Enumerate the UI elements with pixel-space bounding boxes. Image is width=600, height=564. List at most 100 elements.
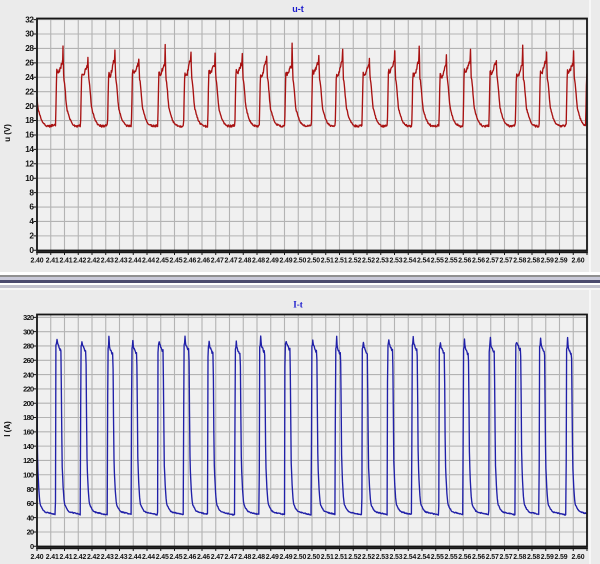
svg-text:2.41: 2.41 [46, 258, 59, 265]
svg-text:I (A): I (A) [3, 421, 12, 437]
svg-text:20: 20 [25, 102, 34, 111]
svg-text:2.60: 2.60 [571, 554, 584, 561]
svg-text:0: 0 [30, 542, 34, 551]
svg-text:2.43: 2.43 [114, 554, 127, 561]
svg-text:2.45: 2.45 [156, 258, 169, 265]
svg-text:24: 24 [25, 73, 34, 82]
svg-text:2.40: 2.40 [30, 258, 43, 265]
svg-text:2.59: 2.59 [554, 554, 567, 561]
svg-text:2.58: 2.58 [527, 258, 540, 265]
svg-text:2.43: 2.43 [101, 258, 114, 265]
svg-text:2.41: 2.41 [59, 258, 72, 265]
svg-text:2.42: 2.42 [87, 554, 100, 561]
svg-text:2.56: 2.56 [458, 554, 471, 561]
svg-text:2.60: 2.60 [571, 258, 584, 265]
svg-text:2.59: 2.59 [541, 258, 554, 265]
svg-text:16: 16 [25, 131, 34, 140]
svg-text:2.47: 2.47 [224, 258, 237, 265]
svg-text:80: 80 [27, 485, 34, 494]
svg-text:4: 4 [29, 217, 34, 226]
svg-text:20: 20 [27, 528, 34, 537]
svg-text:I-t: I-t [293, 299, 303, 309]
svg-text:2.47: 2.47 [211, 554, 224, 561]
svg-text:2.55: 2.55 [444, 554, 457, 561]
svg-text:2.53: 2.53 [376, 554, 389, 561]
svg-text:8: 8 [29, 188, 34, 197]
svg-text:2.49: 2.49 [266, 258, 279, 265]
svg-text:2.57: 2.57 [499, 258, 512, 265]
svg-text:2.54: 2.54 [403, 258, 416, 265]
svg-text:2.55: 2.55 [431, 258, 444, 265]
svg-text:2.54: 2.54 [417, 554, 430, 561]
svg-text:2.51: 2.51 [334, 258, 347, 265]
svg-text:2.51: 2.51 [334, 554, 347, 561]
svg-text:2.50: 2.50 [293, 554, 306, 561]
svg-text:2.59: 2.59 [541, 554, 554, 561]
svg-text:2.53: 2.53 [389, 554, 402, 561]
svg-text:260: 260 [23, 356, 34, 365]
svg-text:280: 280 [23, 342, 34, 351]
svg-text:120: 120 [23, 456, 34, 465]
svg-text:2.48: 2.48 [252, 554, 265, 561]
svg-text:0: 0 [29, 246, 34, 255]
svg-text:30: 30 [25, 30, 34, 39]
svg-text:32: 32 [25, 15, 34, 24]
svg-text:2.40: 2.40 [30, 554, 43, 561]
svg-text:2.51: 2.51 [321, 554, 334, 561]
svg-text:18: 18 [25, 116, 34, 125]
svg-text:14: 14 [25, 145, 34, 154]
svg-text:2.51: 2.51 [321, 258, 334, 265]
svg-text:2.52: 2.52 [348, 258, 361, 265]
svg-text:2.49: 2.49 [266, 554, 279, 561]
svg-text:2.49: 2.49 [279, 258, 292, 265]
svg-text:2.43: 2.43 [114, 258, 127, 265]
svg-text:2.46: 2.46 [183, 554, 196, 561]
svg-text:60: 60 [27, 499, 34, 508]
svg-text:2.46: 2.46 [197, 258, 210, 265]
svg-text:180: 180 [23, 413, 34, 422]
svg-text:2.50: 2.50 [307, 258, 320, 265]
svg-text:12: 12 [25, 159, 34, 168]
svg-text:2.44: 2.44 [142, 554, 155, 561]
svg-text:2.59: 2.59 [554, 258, 567, 265]
svg-text:160: 160 [23, 428, 34, 437]
svg-text:2.42: 2.42 [87, 258, 100, 265]
svg-text:2.55: 2.55 [431, 554, 444, 561]
svg-text:26: 26 [25, 59, 34, 68]
svg-text:u (V): u (V) [3, 124, 12, 142]
svg-text:2.44: 2.44 [128, 258, 141, 265]
svg-text:2.42: 2.42 [73, 554, 86, 561]
svg-text:22: 22 [25, 87, 34, 96]
svg-text:140: 140 [23, 442, 34, 451]
svg-text:2.57: 2.57 [486, 258, 499, 265]
svg-text:2.55: 2.55 [444, 258, 457, 265]
svg-text:2.47: 2.47 [224, 554, 237, 561]
svg-text:2.52: 2.52 [362, 554, 375, 561]
svg-text:220: 220 [23, 385, 34, 394]
svg-text:2.58: 2.58 [513, 258, 526, 265]
svg-text:u-t: u-t [292, 4, 304, 14]
svg-text:2.46: 2.46 [197, 554, 210, 561]
svg-text:2.56: 2.56 [472, 554, 485, 561]
svg-text:2.45: 2.45 [156, 554, 169, 561]
svg-text:100: 100 [23, 470, 34, 479]
svg-text:2.50: 2.50 [293, 258, 306, 265]
svg-text:2.41: 2.41 [46, 554, 59, 561]
svg-text:2.52: 2.52 [362, 258, 375, 265]
svg-text:2.50: 2.50 [307, 554, 320, 561]
svg-text:28: 28 [25, 44, 34, 53]
svg-text:2.42: 2.42 [73, 258, 86, 265]
svg-text:300: 300 [23, 327, 34, 336]
svg-text:2.58: 2.58 [527, 554, 540, 561]
svg-text:2.56: 2.56 [458, 258, 471, 265]
svg-text:40: 40 [27, 513, 34, 522]
svg-text:2: 2 [29, 232, 34, 241]
svg-text:2.52: 2.52 [348, 554, 361, 561]
svg-text:2.49: 2.49 [279, 554, 292, 561]
svg-text:240: 240 [23, 370, 34, 379]
svg-text:2.44: 2.44 [128, 554, 141, 561]
svg-text:10: 10 [25, 174, 34, 183]
svg-text:2.41: 2.41 [59, 554, 72, 561]
svg-text:6: 6 [29, 203, 34, 212]
svg-text:2.54: 2.54 [403, 554, 416, 561]
